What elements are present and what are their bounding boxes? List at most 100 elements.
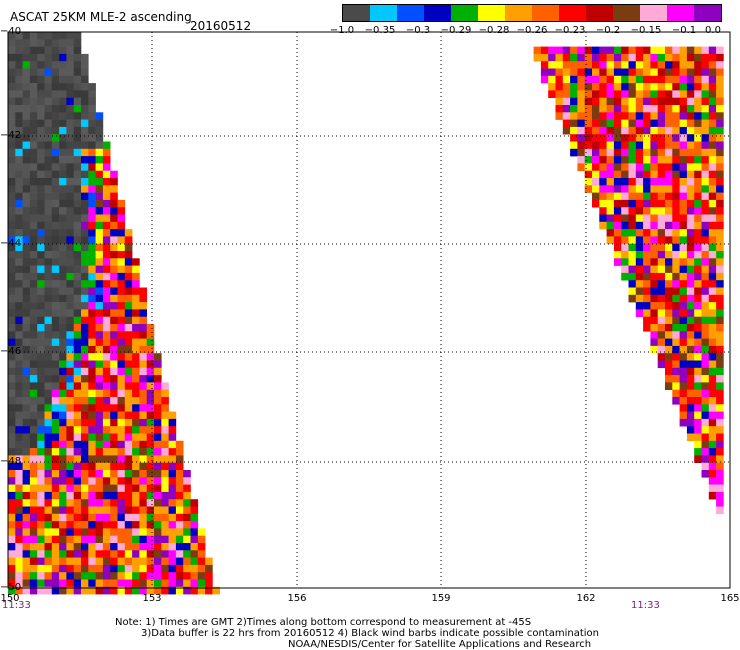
swath-cell-left bbox=[37, 75, 45, 84]
swath-cell-left bbox=[183, 586, 191, 595]
swath-cell-right bbox=[708, 280, 717, 288]
swath-cell-right bbox=[708, 221, 717, 230]
swath-cell-left bbox=[197, 550, 206, 558]
swath-cell-left bbox=[88, 586, 96, 595]
swath-cell-right bbox=[555, 90, 564, 98]
swath-cell-left bbox=[22, 513, 31, 522]
swath-cell-right bbox=[635, 119, 644, 128]
swath-cell-left bbox=[15, 156, 23, 164]
swath-cell-right bbox=[599, 207, 607, 215]
swath-cell-right bbox=[701, 148, 710, 157]
swath-cell-right bbox=[716, 251, 724, 259]
swath-cell-right bbox=[606, 46, 615, 55]
swath-cell-left bbox=[95, 185, 104, 193]
swath-cell-right bbox=[694, 178, 702, 186]
swath-cell-left bbox=[110, 564, 118, 573]
swath-cell-right bbox=[635, 156, 644, 164]
swath-cell-left bbox=[29, 134, 38, 142]
swath-cell-left bbox=[44, 46, 53, 55]
swath-cell-right bbox=[665, 287, 673, 296]
swath-cell-left bbox=[139, 353, 147, 361]
swath-cell-left bbox=[29, 105, 38, 113]
swath-cell-right bbox=[606, 53, 615, 62]
swath-cell-left bbox=[15, 46, 23, 55]
swath-cell-left bbox=[29, 214, 38, 223]
swath-cell-right bbox=[679, 302, 688, 310]
swath-cell-left bbox=[22, 46, 31, 55]
swath-cell-left bbox=[15, 426, 23, 434]
swath-cell-left bbox=[175, 506, 184, 515]
swath-cell-left bbox=[37, 156, 45, 164]
swath-cell-left bbox=[22, 229, 31, 237]
swath-cell-left bbox=[66, 243, 74, 252]
swath-cell-right bbox=[708, 199, 717, 208]
swath-cell-right bbox=[650, 229, 658, 237]
swath-cell-left bbox=[146, 375, 155, 383]
swath-cell-left bbox=[59, 294, 67, 303]
swath-cell-left bbox=[37, 411, 45, 420]
swath-cell-left bbox=[197, 543, 206, 551]
swath-cell-left bbox=[22, 105, 31, 113]
swath-cell-right bbox=[592, 119, 600, 128]
swath-cell-left bbox=[51, 272, 60, 281]
swath-cell-left bbox=[154, 397, 162, 405]
swath-cell-right bbox=[650, 258, 658, 266]
swath-cell-right bbox=[716, 243, 724, 252]
swath-cell-left bbox=[161, 418, 169, 427]
swath-cell-left bbox=[37, 105, 45, 113]
color-scale-label: −0.23 bbox=[554, 25, 586, 36]
swath-cell-left bbox=[59, 353, 67, 361]
swath-cell-right bbox=[621, 163, 629, 171]
swath-cell-left bbox=[44, 433, 53, 442]
swath-cell-right bbox=[716, 265, 724, 274]
swath-cell-right bbox=[716, 331, 724, 339]
swath-cell-left bbox=[154, 455, 162, 463]
swath-cell-left bbox=[124, 477, 133, 485]
swath-cell-left bbox=[15, 258, 23, 266]
swath-cell-left bbox=[139, 338, 147, 347]
swath-cell-right bbox=[694, 207, 702, 215]
swath-cell-right bbox=[694, 258, 702, 266]
swath-cell-left bbox=[139, 302, 147, 310]
swath-cell-right bbox=[694, 156, 702, 164]
swath-cell-left bbox=[51, 367, 60, 376]
swath-cell-left bbox=[146, 353, 155, 361]
swath-cell-right bbox=[613, 170, 622, 179]
swath-cell-left bbox=[73, 32, 82, 40]
swath-cell-left bbox=[154, 499, 162, 507]
swath-cell-right bbox=[701, 221, 710, 230]
swath-cell-right bbox=[701, 97, 710, 106]
swath-cell-right bbox=[716, 462, 724, 471]
swath-cell-left bbox=[117, 455, 126, 463]
swath-cell-left bbox=[139, 528, 147, 536]
swath-cell-right bbox=[716, 389, 724, 398]
swath-cell-right bbox=[716, 324, 724, 332]
swath-cell-right bbox=[708, 455, 717, 463]
swath-cell-left bbox=[37, 61, 45, 69]
swath-cell-left bbox=[59, 214, 67, 223]
swath-cell-left bbox=[139, 389, 147, 398]
swath-cell-right bbox=[686, 61, 695, 69]
swath-cell-left bbox=[8, 229, 16, 237]
swath-cell-right bbox=[650, 68, 658, 77]
swath-cell-right bbox=[621, 229, 629, 237]
swath-cell-left bbox=[37, 367, 45, 376]
swath-cell-left bbox=[59, 126, 67, 135]
swath-cell-left bbox=[154, 367, 162, 376]
swath-cell-left bbox=[139, 586, 147, 595]
swath-cell-left bbox=[44, 491, 53, 500]
latitude-label: −40 bbox=[0, 26, 22, 37]
swath-cell-left bbox=[8, 119, 16, 128]
latitude-label: −48 bbox=[0, 456, 22, 467]
swath-cell-left bbox=[66, 499, 74, 507]
swath-cell-left bbox=[15, 141, 23, 150]
swath-cell-right bbox=[701, 214, 710, 223]
swath-cell-left bbox=[15, 543, 23, 551]
swath-cell-right bbox=[643, 258, 651, 266]
swath-cell-left bbox=[139, 513, 147, 522]
swath-cell-right bbox=[657, 243, 666, 252]
swath-cell-left bbox=[15, 265, 23, 274]
swath-cell-right bbox=[665, 294, 673, 303]
swath-cell-right bbox=[643, 97, 651, 106]
swath-cell-left bbox=[154, 550, 162, 558]
